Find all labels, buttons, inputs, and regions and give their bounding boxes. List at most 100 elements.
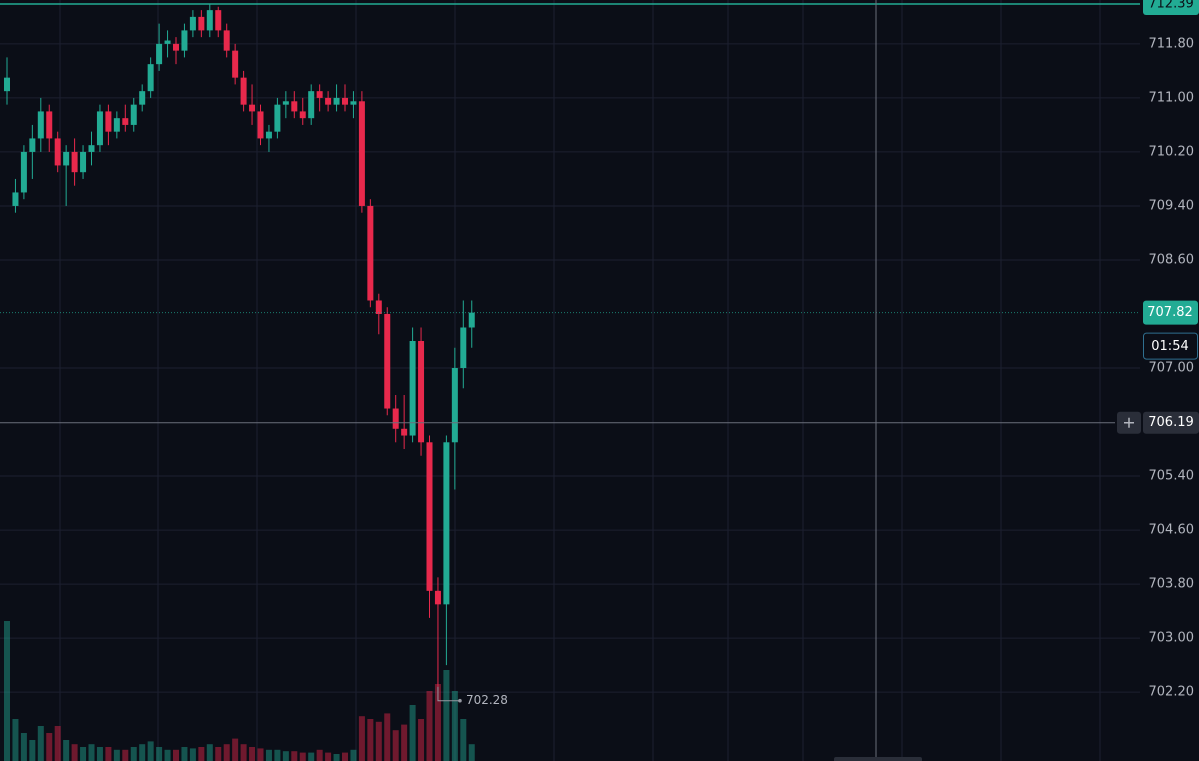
y-tick-label: 705.40 xyxy=(1149,469,1195,484)
high-label-box xyxy=(1143,0,1199,16)
candle-body xyxy=(88,145,95,152)
candle-body xyxy=(434,590,441,605)
volume-bar xyxy=(29,740,36,761)
candle-body xyxy=(54,138,61,166)
candle-body xyxy=(350,101,357,105)
candle-body xyxy=(37,111,44,139)
candle-body xyxy=(291,101,298,112)
volume-bar xyxy=(105,747,112,761)
y-tick-label: 703.00 xyxy=(1149,631,1195,646)
volume-bar xyxy=(189,748,196,761)
volume-bar xyxy=(232,738,239,761)
candle-body xyxy=(358,101,365,206)
volume-bar xyxy=(37,726,44,761)
candle-body xyxy=(426,442,433,591)
volume-bar xyxy=(367,719,374,761)
last-price-box xyxy=(1143,300,1198,325)
countdown-label: 01:54 xyxy=(1151,339,1188,354)
volume-bar xyxy=(198,747,205,761)
candle-body xyxy=(122,118,129,125)
volume-bar xyxy=(409,705,416,761)
candle-body xyxy=(46,111,53,139)
y-tick-label: 708.60 xyxy=(1149,252,1195,267)
candle-body xyxy=(468,312,475,328)
candle-body xyxy=(418,340,425,443)
candle-body xyxy=(240,77,247,105)
volume-bar xyxy=(173,749,179,761)
candle-body xyxy=(282,101,289,105)
candle-body xyxy=(274,104,281,132)
candle-body xyxy=(164,40,171,44)
y-tick-label: 711.00 xyxy=(1149,90,1195,105)
candle-body xyxy=(206,10,213,31)
candle-body xyxy=(265,131,272,139)
low-dot xyxy=(458,698,462,703)
volume-bar xyxy=(206,744,213,761)
volume-bar xyxy=(358,716,365,761)
volume-bar xyxy=(130,747,137,761)
candle-body xyxy=(63,151,70,166)
volume-bar xyxy=(54,726,61,761)
candle-body xyxy=(308,91,315,119)
candle-body xyxy=(325,97,332,105)
candle-body xyxy=(401,428,408,436)
candle-body xyxy=(232,50,239,78)
candle-body xyxy=(139,91,146,105)
volume-bar xyxy=(164,749,171,761)
volume-bar xyxy=(460,719,467,761)
volume-bar xyxy=(384,713,391,761)
time-tab xyxy=(834,757,922,761)
volume-bar xyxy=(181,747,188,761)
candle-body xyxy=(443,442,450,605)
volume-bar xyxy=(468,744,475,761)
y-tick-label: 709.40 xyxy=(1149,198,1195,213)
volume-bar xyxy=(325,752,332,761)
low-marker xyxy=(437,686,460,702)
candle-body xyxy=(375,300,382,314)
candle-body xyxy=(198,16,205,31)
candle-body xyxy=(409,340,416,436)
volume-bar xyxy=(375,721,382,761)
candle-body xyxy=(299,111,306,119)
candle-body xyxy=(105,111,112,132)
low-label: 702.28 xyxy=(466,693,508,707)
candle-body xyxy=(460,327,467,369)
volume-bar xyxy=(240,744,247,761)
volume-bar xyxy=(88,744,95,761)
volume-bar xyxy=(215,747,222,761)
candle-body xyxy=(181,30,188,51)
volume-bar xyxy=(139,744,146,761)
volume-bar xyxy=(113,749,120,761)
candle-body xyxy=(367,205,374,301)
candle-body xyxy=(29,138,36,152)
candle-body xyxy=(4,77,10,92)
volume-bar xyxy=(122,749,129,761)
volume-bar xyxy=(46,733,53,761)
candle-body xyxy=(451,368,458,443)
volume-bar xyxy=(96,747,103,761)
y-tick-label: 707.00 xyxy=(1149,361,1195,376)
volume-bar xyxy=(156,747,163,761)
candle-body xyxy=(71,151,78,173)
volume-bar xyxy=(418,719,425,761)
candle-body xyxy=(249,104,256,112)
y-tick-label: 703.80 xyxy=(1149,577,1195,592)
volume-bar xyxy=(426,691,433,761)
countdown-box xyxy=(1143,332,1198,360)
candle-body xyxy=(80,151,87,173)
candle-body xyxy=(130,104,137,125)
volume-bar xyxy=(147,741,154,761)
volume-bar xyxy=(71,744,78,761)
volume-bar xyxy=(257,748,264,761)
volume-bar xyxy=(443,670,450,761)
volume-bar xyxy=(4,621,10,761)
volume-bar xyxy=(299,752,306,761)
candle-body xyxy=(316,91,323,98)
candle-body xyxy=(342,97,348,105)
volume-bar xyxy=(63,740,70,761)
volume-bar xyxy=(350,749,357,761)
volume-bar xyxy=(308,752,315,761)
volume-bar xyxy=(401,724,408,761)
candle-body xyxy=(147,64,154,92)
